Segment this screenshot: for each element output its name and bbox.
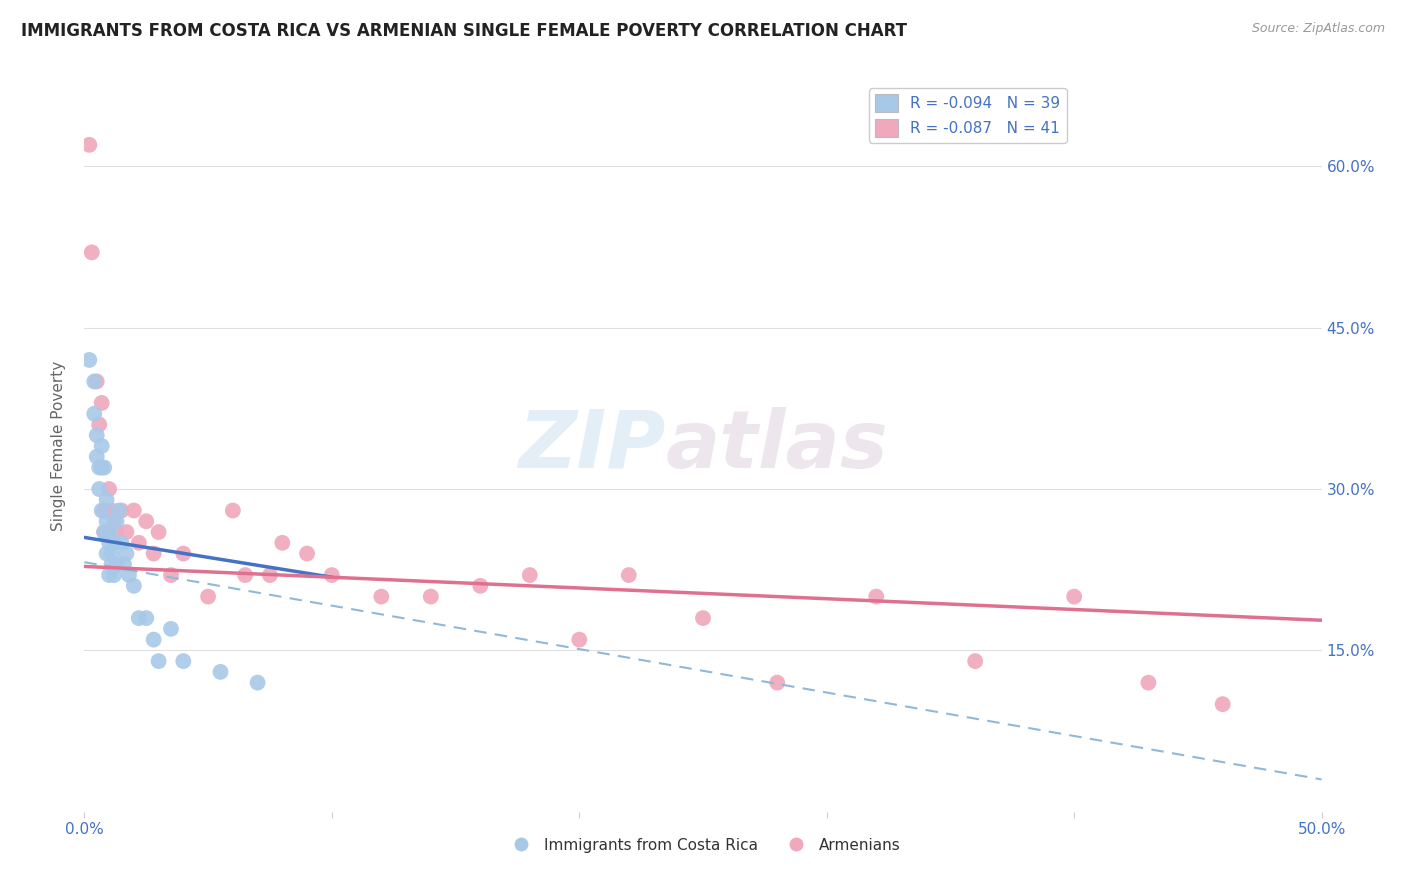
Point <box>98 482 121 496</box>
Point <box>1063 590 1085 604</box>
Point <box>617 568 640 582</box>
Point <box>321 568 343 582</box>
Point <box>766 675 789 690</box>
Point <box>80 245 103 260</box>
Point <box>419 590 441 604</box>
Point <box>100 547 122 561</box>
Point <box>86 428 108 442</box>
Point <box>142 632 165 647</box>
Point <box>209 665 232 679</box>
Point <box>865 590 887 604</box>
Point <box>148 524 170 539</box>
Point <box>259 568 281 582</box>
Point <box>79 137 101 152</box>
Point <box>160 568 183 582</box>
Legend: Immigrants from Costa Rica, Armenians: Immigrants from Costa Rica, Armenians <box>499 831 907 859</box>
Point <box>115 547 138 561</box>
Point <box>1137 675 1160 690</box>
Text: Source: ZipAtlas.com: Source: ZipAtlas.com <box>1251 22 1385 36</box>
Point <box>89 482 111 496</box>
Point <box>135 611 157 625</box>
Point <box>103 514 125 528</box>
Point <box>271 536 294 550</box>
Point <box>692 611 714 625</box>
Point <box>246 675 269 690</box>
Point <box>93 524 115 539</box>
Point <box>90 503 112 517</box>
Point <box>98 568 121 582</box>
Point <box>568 632 591 647</box>
Point <box>197 590 219 604</box>
Point <box>115 524 138 539</box>
Point <box>105 558 128 572</box>
Point <box>89 460 111 475</box>
Point <box>105 524 128 539</box>
Text: ZIP: ZIP <box>519 407 666 485</box>
Point <box>135 514 157 528</box>
Point <box>519 568 541 582</box>
Point <box>233 568 256 582</box>
Point <box>295 547 318 561</box>
Text: atlas: atlas <box>666 407 889 485</box>
Point <box>128 536 150 550</box>
Point <box>93 503 115 517</box>
Point <box>83 407 105 421</box>
Point <box>110 536 132 550</box>
Point <box>86 450 108 464</box>
Point <box>86 375 108 389</box>
Point <box>90 439 112 453</box>
Point <box>96 524 118 539</box>
Point <box>96 492 118 507</box>
Point <box>103 568 125 582</box>
Y-axis label: Single Female Poverty: Single Female Poverty <box>51 361 66 531</box>
Point <box>122 579 145 593</box>
Point <box>105 514 128 528</box>
Point <box>100 503 122 517</box>
Point <box>83 375 105 389</box>
Point <box>118 568 141 582</box>
Point <box>1212 697 1234 711</box>
Point <box>470 579 492 593</box>
Point <box>128 611 150 625</box>
Point <box>148 654 170 668</box>
Point <box>98 524 121 539</box>
Point <box>122 503 145 517</box>
Point <box>98 536 121 550</box>
Point <box>100 558 122 572</box>
Point <box>172 547 194 561</box>
Point <box>965 654 987 668</box>
Point <box>110 503 132 517</box>
Point <box>160 622 183 636</box>
Point <box>96 503 118 517</box>
Point <box>112 558 135 572</box>
Point <box>89 417 111 432</box>
Point <box>96 514 118 528</box>
Point <box>93 524 115 539</box>
Point <box>108 503 131 517</box>
Point <box>142 547 165 561</box>
Point <box>90 396 112 410</box>
Point <box>90 460 112 475</box>
Point <box>93 460 115 475</box>
Text: IMMIGRANTS FROM COSTA RICA VS ARMENIAN SINGLE FEMALE POVERTY CORRELATION CHART: IMMIGRANTS FROM COSTA RICA VS ARMENIAN S… <box>21 22 907 40</box>
Point <box>172 654 194 668</box>
Point <box>96 547 118 561</box>
Point <box>222 503 245 517</box>
Point <box>103 536 125 550</box>
Point <box>79 353 101 368</box>
Point <box>370 590 392 604</box>
